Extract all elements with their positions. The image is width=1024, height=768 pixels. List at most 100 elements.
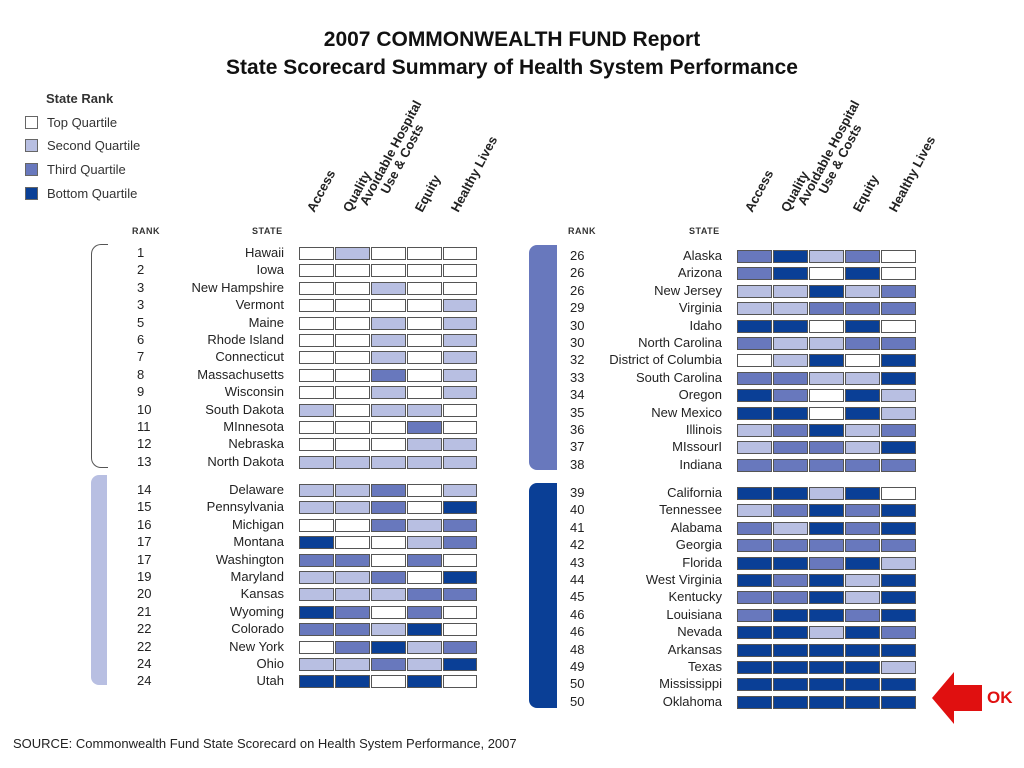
quartile-cell — [407, 316, 442, 330]
quartile-cell — [845, 539, 880, 553]
quartile-cell — [737, 319, 772, 333]
quartile-cell — [773, 556, 808, 570]
rank-value: 41 — [570, 519, 585, 535]
quartile-cell — [809, 504, 844, 518]
second-quartile-band — [91, 475, 107, 685]
quartile-cell — [407, 484, 442, 497]
rank-value: 32 — [570, 352, 585, 368]
state-name: New Jersey — [654, 282, 722, 298]
quartile-cell — [299, 536, 334, 550]
quartile-cell — [335, 299, 370, 313]
rank-value: 3 — [137, 279, 145, 295]
quartile-cell — [737, 406, 772, 420]
state-header-left: STATE — [252, 226, 283, 236]
quartile-cell — [809, 319, 844, 333]
quartile-cell — [443, 368, 477, 382]
legend-swatch — [25, 163, 38, 176]
quartile-cell — [407, 588, 442, 602]
quartile-cell — [443, 640, 477, 654]
quartile-cell — [809, 302, 844, 316]
quartile-cell — [881, 591, 916, 605]
quartile-cell — [335, 351, 370, 365]
quartile-cell — [881, 284, 916, 298]
state-name: Illinois — [685, 422, 722, 437]
quartile-cell — [371, 588, 406, 602]
quartile-cell — [881, 302, 916, 316]
quartile-cell — [773, 458, 808, 472]
quartile-cell — [299, 386, 334, 400]
quartile-cell — [299, 571, 334, 584]
top-quartile-bracket — [91, 244, 108, 468]
rank-value: 46 — [570, 606, 585, 622]
quartile-cell — [845, 626, 880, 640]
quartile-cell — [443, 658, 477, 671]
rank-value: 45 — [570, 589, 585, 605]
quartile-cell — [845, 643, 880, 657]
quartile-cell — [443, 675, 477, 689]
quartile-cell — [299, 299, 334, 313]
quartile-cell — [881, 424, 916, 437]
quartile-cell — [299, 588, 334, 602]
state-name: New Hampshire — [191, 279, 284, 295]
rank-value: 17 — [137, 534, 152, 550]
dimension-header: Equity — [849, 172, 882, 215]
quartile-cell — [335, 316, 370, 330]
quartile-cell — [809, 556, 844, 570]
quartile-cell — [845, 504, 880, 518]
quartile-cell — [773, 319, 808, 333]
quartile-cell — [407, 640, 442, 654]
quartile-cell — [443, 518, 477, 532]
quartile-cell — [773, 389, 808, 403]
quartile-cell — [881, 556, 916, 570]
rank-value: 3 — [137, 297, 145, 313]
quartile-cell — [371, 264, 406, 278]
rank-value: 11 — [137, 419, 151, 434]
quartile-cell — [371, 455, 406, 469]
quartile-cell — [845, 695, 880, 709]
quartile-cell — [407, 334, 442, 347]
quartile-cell — [881, 504, 916, 518]
quartile-cell — [371, 351, 406, 365]
legend-label: Top Quartile — [47, 115, 118, 130]
quartile-cell — [737, 250, 772, 263]
state-name: Ohio — [256, 656, 284, 671]
rank-value: 17 — [137, 551, 152, 567]
quartile-cell — [299, 421, 334, 434]
quartile-cell — [845, 521, 880, 535]
state-name: Wisconsin — [224, 384, 284, 400]
state-name: Wyoming — [229, 603, 284, 619]
state-name: Delaware — [229, 482, 284, 497]
quartile-cell — [371, 640, 406, 654]
quartile-cell — [407, 247, 442, 260]
arrow-left-icon — [932, 672, 982, 724]
state-name: Iowa — [256, 262, 284, 278]
quartile-cell — [773, 695, 808, 709]
quartile-cell — [881, 539, 916, 553]
state-header-right: STATE — [689, 226, 720, 236]
quartile-cell — [737, 695, 772, 709]
quartile-cell — [299, 675, 334, 689]
quartile-cell — [881, 267, 916, 281]
quartile-cell — [773, 643, 808, 657]
rank-value: 2 — [137, 262, 145, 278]
quartile-cell — [845, 574, 880, 587]
quartile-cell — [407, 501, 442, 515]
quartile-cell — [737, 302, 772, 316]
rank-value: 50 — [570, 676, 585, 692]
quartile-cell — [299, 605, 334, 619]
quartile-cell — [443, 403, 477, 417]
quartile-cell — [773, 406, 808, 420]
quartile-cell — [809, 661, 844, 674]
quartile-cell — [809, 574, 844, 587]
rank-value: 10 — [137, 401, 152, 417]
quartile-cell — [881, 458, 916, 472]
quartile-cell — [809, 424, 844, 437]
quartile-cell — [371, 421, 406, 434]
rank-value: 29 — [570, 300, 585, 316]
quartile-cell — [299, 623, 334, 637]
rank-value: 16 — [137, 516, 152, 532]
state-name: South Dakota — [205, 401, 284, 417]
quartile-cell — [371, 403, 406, 417]
quartile-cell — [845, 458, 880, 472]
quartile-cell — [737, 521, 772, 535]
